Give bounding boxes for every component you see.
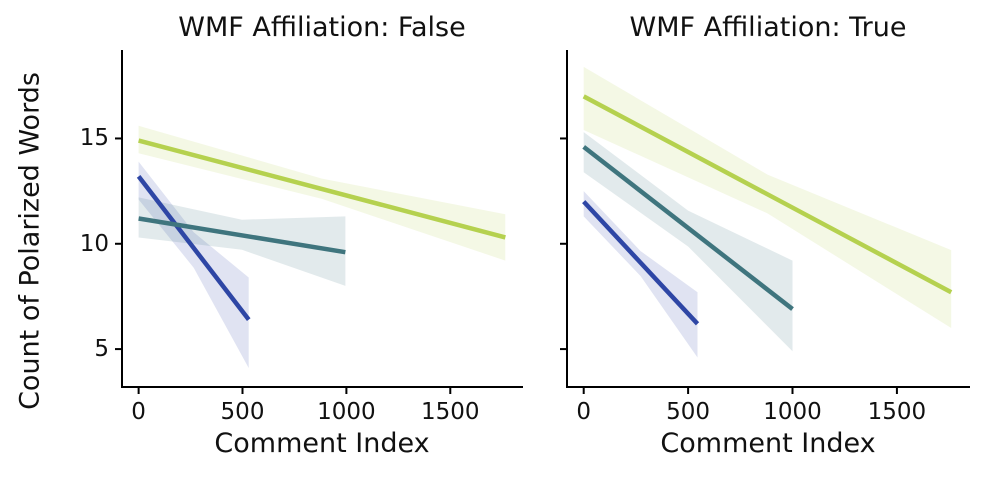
y-axis-label: Count of Polarized Words — [14, 72, 46, 410]
regression-line-green-0 — [138, 138, 506, 240]
ci-band-green-1 — [583, 66, 952, 329]
y-tick-label: 10 — [79, 230, 109, 257]
x-tick-label: 1000 — [763, 399, 822, 425]
regression-line-teal-0 — [138, 216, 346, 255]
x-tick-label: 1500 — [867, 399, 927, 425]
y-tick-label: 5 — [94, 336, 109, 363]
x-tick-label: 500 — [220, 399, 265, 425]
y-tick-label: 15 — [79, 125, 109, 152]
x-tick-label: 0 — [131, 399, 146, 425]
x-tick-label: 1500 — [420, 399, 480, 425]
ci-band-green-0 — [138, 125, 506, 261]
x-tick-label: 1000 — [317, 399, 376, 425]
ci-band-teal-0 — [138, 197, 346, 286]
regression-line-blue-1 — [582, 200, 700, 326]
regression-line-teal-1 — [582, 145, 794, 311]
regression-line-blue-0 — [136, 175, 251, 321]
x-tick-label: 500 — [666, 399, 711, 425]
panel-title-true: WMF Affiliation: True — [629, 12, 907, 43]
x-axis-label-left: Comment Index — [214, 428, 430, 459]
regression-line-green-1 — [582, 94, 953, 295]
x-axis-label-right: Comment Index — [660, 428, 876, 459]
panel-title-false: WMF Affiliation: False — [178, 12, 466, 43]
ci-band-blue-0 — [138, 161, 249, 368]
x-tick-label: 0 — [576, 399, 592, 425]
